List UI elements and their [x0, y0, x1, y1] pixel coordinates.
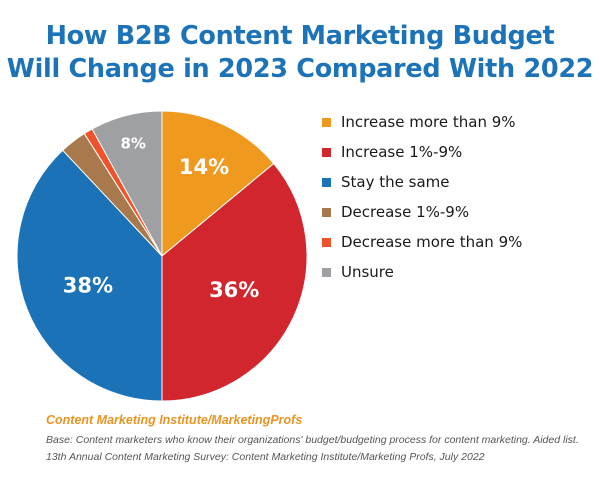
- legend-swatch: [322, 147, 331, 157]
- chart-footer: Content Marketing Institute/MarketingPro…: [46, 412, 596, 466]
- legend-label: Unsure: [341, 263, 394, 281]
- pie-label-decrease-more-than-9pct: 1%: [73, 117, 95, 132]
- pie-label-stay-the-same: 38%: [63, 273, 113, 297]
- pie-label-decrease-1pct-9pct: 3%: [57, 128, 79, 143]
- legend-item-decrease-more-than-9pct: Decrease more than 9%: [322, 227, 522, 257]
- legend-label: Decrease 1%-9%: [341, 203, 470, 221]
- pie-label-increase-1pct-9pct: 36%: [209, 278, 259, 302]
- legend-item-decrease-1pct-9pct: Decrease 1%-9%: [322, 197, 522, 227]
- legend-label: Increase 1%-9%: [341, 143, 463, 161]
- pie-slice-increase-more-than-9pct: [161, 110, 275, 258]
- pie-slice-increase-1pct-9pct: [161, 162, 308, 402]
- base-note: Base: Content marketers who know their o…: [46, 434, 579, 446]
- legend-swatch: [322, 117, 331, 127]
- chart-title: How B2B Content Marketing Budget Will Ch…: [0, 20, 600, 86]
- legend-swatch: [322, 177, 331, 187]
- survey-note: 13th Annual Content Marketing Survey: Co…: [46, 451, 485, 463]
- source-credit: Content Marketing Institute/MarketingPro…: [46, 413, 303, 427]
- legend-swatch: [322, 237, 331, 247]
- pie-slice-unsure: [91, 110, 163, 257]
- chart-title-line-1: How B2B Content Marketing Budget: [45, 21, 555, 51]
- pie-label-unsure: 8%: [120, 135, 145, 153]
- legend-item-increase-1pct-9pct: Increase 1%-9%: [322, 137, 522, 167]
- chart-legend: Increase more than 9% Increase 1%-9% Stay …: [322, 107, 522, 287]
- legend-swatch: [322, 207, 331, 217]
- legend-label: Stay the same: [341, 173, 450, 191]
- legend-label: Decrease more than 9%: [341, 233, 523, 251]
- pie-slice-stay-the-same: [16, 149, 163, 402]
- pie-label-increase-more-than-9pct: 14%: [179, 155, 229, 179]
- chart-title-line-2: Will Change in 2023 Compared With 2022: [6, 54, 594, 84]
- legend-item-increase-more-than-9pct: Increase more than 9%: [322, 107, 522, 137]
- legend-item-unsure: Unsure: [322, 257, 522, 287]
- legend-item-stay-the-same: Stay the same: [322, 167, 522, 197]
- legend-label: Increase more than 9%: [341, 113, 516, 131]
- legend-swatch: [322, 267, 331, 277]
